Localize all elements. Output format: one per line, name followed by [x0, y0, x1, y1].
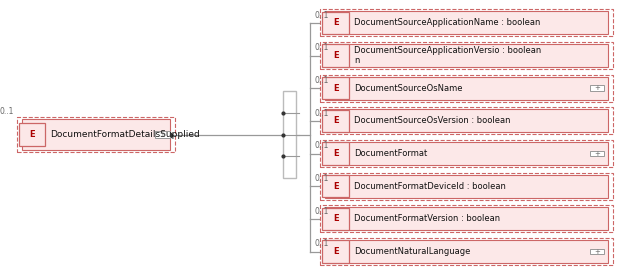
Bar: [22, 119, 170, 150]
Bar: [323, 44, 349, 67]
Bar: [325, 77, 608, 100]
Text: 0..1: 0..1: [315, 207, 329, 216]
Bar: [590, 249, 604, 254]
Bar: [320, 140, 613, 167]
Text: DocumentSourceOsName: DocumentSourceOsName: [354, 84, 462, 93]
Text: 0..1: 0..1: [315, 11, 329, 20]
Bar: [323, 208, 349, 230]
Text: DocumentSourceApplicationVersio : boolean
n: DocumentSourceApplicationVersio : boolea…: [354, 46, 541, 65]
Text: E: E: [333, 18, 339, 27]
Text: E: E: [333, 149, 339, 158]
Bar: [320, 107, 613, 134]
Bar: [320, 205, 613, 232]
Text: 0..1: 0..1: [315, 141, 329, 150]
Text: +: +: [594, 249, 600, 254]
Bar: [323, 142, 349, 165]
Text: DocumentFormat: DocumentFormat: [354, 149, 427, 158]
Bar: [325, 12, 608, 34]
Text: DocumentSourceOsVersion : boolean: DocumentSourceOsVersion : boolean: [354, 116, 510, 125]
Text: +: +: [594, 151, 600, 157]
Text: DocumentFormatDeviceId : boolean: DocumentFormatDeviceId : boolean: [354, 182, 506, 191]
Text: E: E: [29, 130, 35, 139]
Bar: [320, 75, 613, 102]
Bar: [325, 175, 608, 198]
Bar: [590, 85, 604, 91]
Text: 0..1: 0..1: [315, 43, 329, 52]
Text: DocumentFormatDetailsSupplied: DocumentFormatDetailsSupplied: [50, 130, 200, 139]
Text: E: E: [333, 214, 339, 223]
Text: +: +: [160, 132, 165, 137]
Bar: [320, 9, 613, 37]
Bar: [325, 240, 608, 263]
Bar: [320, 238, 613, 265]
Text: 0..1: 0..1: [0, 107, 14, 116]
Text: E: E: [333, 247, 339, 256]
Bar: [323, 12, 349, 34]
Bar: [325, 109, 608, 132]
Text: E: E: [333, 84, 339, 93]
Text: 0..1: 0..1: [315, 76, 329, 85]
Bar: [320, 42, 613, 69]
Text: 0..1: 0..1: [315, 174, 329, 183]
Bar: [283, 91, 296, 178]
Bar: [323, 109, 349, 132]
Bar: [155, 131, 170, 138]
Text: E: E: [333, 116, 339, 125]
Bar: [323, 77, 349, 100]
Text: DocumentFormatVersion : boolean: DocumentFormatVersion : boolean: [354, 214, 500, 223]
Text: E: E: [333, 51, 339, 60]
Text: DocumentNaturalLanguage: DocumentNaturalLanguage: [354, 247, 470, 256]
Bar: [323, 240, 349, 263]
Bar: [17, 117, 175, 152]
Bar: [325, 142, 608, 165]
Bar: [325, 44, 608, 67]
Text: +: +: [594, 85, 600, 91]
Text: DocumentSourceApplicationName : boolean: DocumentSourceApplicationName : boolean: [354, 18, 540, 27]
Bar: [590, 151, 604, 157]
Bar: [320, 173, 613, 200]
Bar: [323, 175, 349, 197]
Text: 0..1: 0..1: [315, 109, 329, 118]
Bar: [19, 123, 45, 146]
Text: E: E: [333, 182, 339, 191]
Text: 0..1: 0..1: [315, 239, 329, 248]
Bar: [325, 207, 608, 230]
